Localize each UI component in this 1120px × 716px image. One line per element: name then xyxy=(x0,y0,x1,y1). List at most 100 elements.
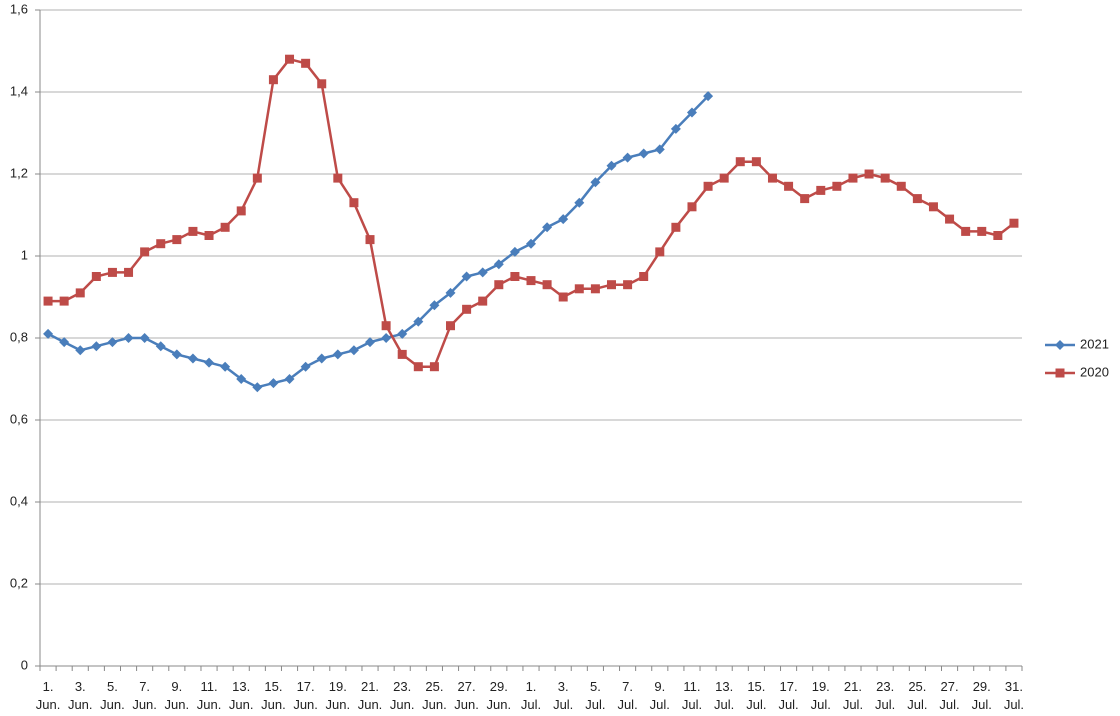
marker xyxy=(381,321,391,331)
x-tick-label: 29. Jun. xyxy=(486,679,512,712)
marker xyxy=(139,333,150,343)
y-tick-label: 0,4 xyxy=(10,493,28,508)
marker xyxy=(236,374,247,384)
marker xyxy=(574,284,584,294)
marker xyxy=(848,173,858,183)
x-tick-label: 27. Jul. xyxy=(939,679,960,712)
x-tick-label: 17. Jun. xyxy=(293,679,318,712)
marker xyxy=(896,181,906,191)
marker xyxy=(397,328,408,339)
marker xyxy=(800,194,810,204)
marker xyxy=(300,361,311,372)
marker xyxy=(654,144,665,155)
marker xyxy=(703,181,713,191)
marker xyxy=(478,296,488,306)
x-tick-label: 25. Jun. xyxy=(422,679,447,712)
y-tick-label: 1,2 xyxy=(10,165,28,180)
marker xyxy=(284,374,295,384)
marker xyxy=(639,272,649,281)
marker xyxy=(107,337,118,348)
marker xyxy=(558,214,569,225)
marker xyxy=(333,173,343,183)
marker xyxy=(381,333,392,343)
x-tick-label: 7. Jun. xyxy=(132,679,157,712)
marker xyxy=(638,148,649,159)
marker xyxy=(91,272,101,281)
x-tick-label: 1. Jul. xyxy=(520,679,542,712)
marker xyxy=(993,231,1003,240)
x-tick-label: 17. Jul. xyxy=(778,679,799,712)
x-tick-label: 13. Jul. xyxy=(714,679,735,712)
marker xyxy=(348,345,359,356)
y-tick-label: 1,6 xyxy=(10,1,28,16)
series-line xyxy=(48,57,1015,368)
marker xyxy=(606,160,617,171)
marker xyxy=(928,202,938,212)
marker xyxy=(622,152,633,163)
marker xyxy=(397,349,407,359)
x-tick-label: 19. Jun. xyxy=(325,679,351,712)
marker xyxy=(526,276,536,286)
marker xyxy=(462,304,472,314)
marker xyxy=(590,284,600,294)
marker xyxy=(977,226,987,236)
marker xyxy=(1055,368,1065,378)
legend-label: 2021 xyxy=(1080,336,1109,351)
marker xyxy=(445,287,456,298)
x-tick-label: 23. Jun. xyxy=(389,679,415,712)
marker xyxy=(317,79,327,89)
marker xyxy=(670,123,681,134)
legend-label: 2020 xyxy=(1080,364,1109,379)
x-tick-label: 29. Jul. xyxy=(971,679,992,712)
marker xyxy=(719,173,729,183)
marker xyxy=(171,349,182,360)
marker xyxy=(349,198,359,208)
marker xyxy=(220,222,230,232)
marker xyxy=(285,54,295,64)
marker xyxy=(429,300,440,311)
marker xyxy=(91,341,102,352)
marker xyxy=(1055,340,1065,350)
marker xyxy=(332,349,343,360)
marker xyxy=(1009,218,1019,228)
marker xyxy=(236,206,246,216)
marker xyxy=(123,333,134,343)
marker xyxy=(187,353,198,364)
y-tick-label: 1,4 xyxy=(10,83,28,98)
marker xyxy=(784,181,794,191)
marker xyxy=(687,202,697,212)
marker xyxy=(252,173,262,183)
marker xyxy=(365,337,376,348)
marker xyxy=(301,58,311,68)
marker xyxy=(912,194,922,204)
marker xyxy=(832,181,842,191)
x-tick-label: 15. Jul. xyxy=(746,679,767,712)
marker xyxy=(606,280,616,290)
marker xyxy=(767,173,777,183)
marker xyxy=(574,197,585,208)
marker xyxy=(945,214,955,224)
x-tick-label: 11. Jun. xyxy=(196,679,222,712)
marker xyxy=(43,296,53,306)
marker xyxy=(172,235,182,245)
marker xyxy=(156,239,166,249)
y-tick-label: 0,8 xyxy=(10,329,28,344)
x-tick-label: 3. Jul. xyxy=(553,679,574,712)
marker xyxy=(864,169,874,179)
y-tick-label: 1 xyxy=(21,247,28,262)
marker xyxy=(542,222,553,233)
marker xyxy=(509,246,520,257)
marker xyxy=(526,238,536,249)
y-tick-label: 0,6 xyxy=(10,411,28,426)
marker xyxy=(268,75,278,85)
marker xyxy=(655,247,665,257)
x-tick-label: 7. Jul. xyxy=(617,679,638,712)
marker xyxy=(686,107,697,118)
marker xyxy=(75,288,85,298)
marker xyxy=(75,345,86,356)
x-tick-label: 13. Jun. xyxy=(228,679,254,712)
marker xyxy=(477,267,488,278)
x-tick-label: 15. Jun. xyxy=(261,679,286,712)
